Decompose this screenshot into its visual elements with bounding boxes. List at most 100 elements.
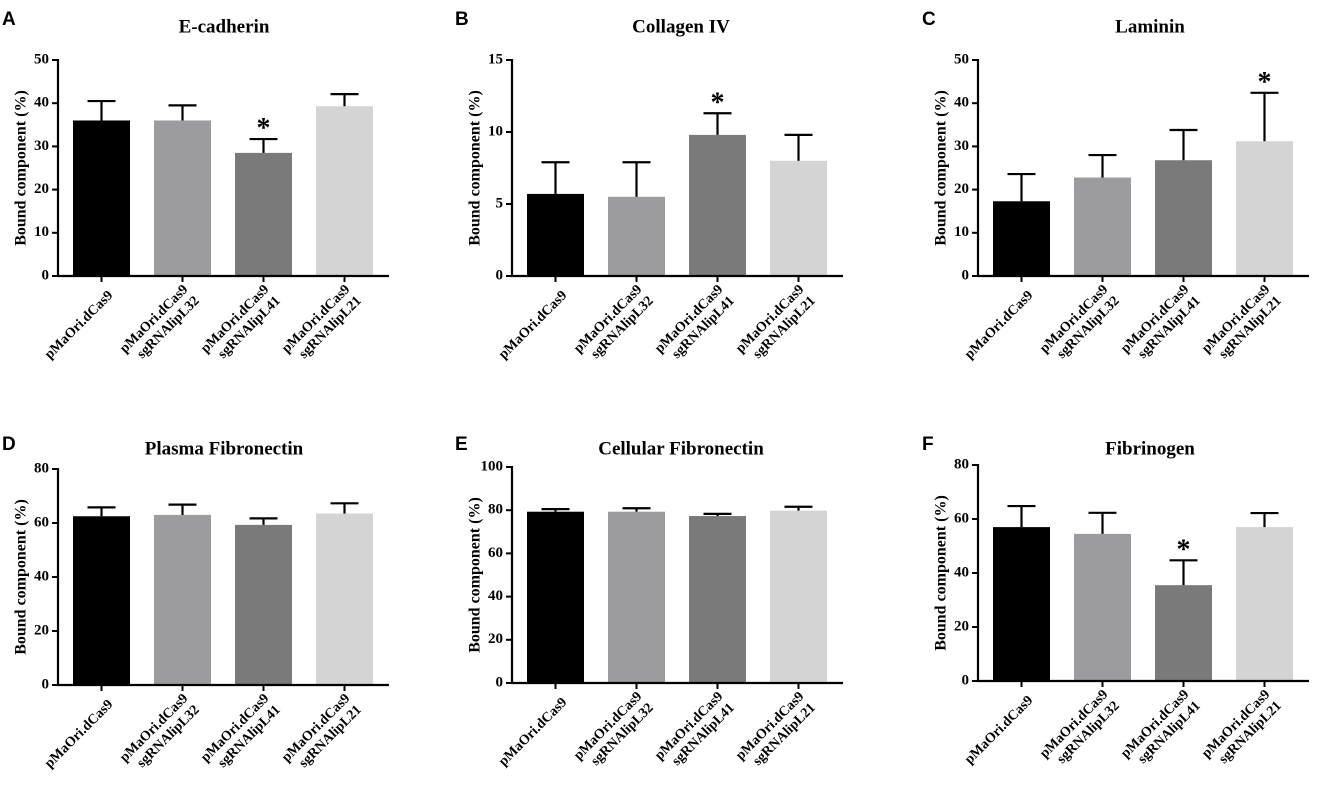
panel-letter: F [922, 434, 934, 455]
x-tick-label: pMaOri.dCas9 [962, 693, 1036, 767]
y-tick-label: 10 [954, 224, 969, 240]
bar [316, 106, 373, 276]
chart-title: Laminin [1115, 16, 1185, 37]
x-tick-label: pMaOri.dCas9sgRNAlipL32 [1037, 687, 1123, 773]
y-tick-label: 40 [954, 95, 969, 111]
bar [1236, 141, 1293, 276]
panel-letter: E [455, 434, 468, 455]
y-tick-label: 0 [962, 672, 970, 688]
y-tick-label: 80 [34, 460, 49, 476]
x-tick-label: pMaOri.dCas9sgRNAlipL41 [652, 689, 738, 775]
x-tick-label: pMaOri.dCas9sgRNAlipL21 [1199, 282, 1285, 368]
x-tick-label: pMaOri.dCas9sgRNAlipL21 [1199, 687, 1285, 773]
significance-marker: * [711, 87, 725, 118]
bar [527, 511, 584, 683]
panel-letter: B [455, 9, 469, 30]
y-tick-label: 30 [34, 138, 49, 154]
y-tick-label: 40 [34, 95, 49, 111]
significance-marker: * [257, 113, 271, 144]
x-tick-label: pMaOri.dCas9 [962, 288, 1036, 362]
panel-letter: A [2, 9, 16, 30]
y-tick-label: 0 [42, 267, 50, 283]
bar [316, 513, 373, 685]
panel-letter: D [2, 434, 16, 455]
x-tick-label: pMaOri.dCas9sgRNAlipL32 [117, 282, 203, 368]
chart-title: Fibrinogen [1105, 438, 1195, 459]
x-tick-label: pMaOri.dCas9sgRNAlipL21 [733, 689, 819, 775]
panel-b: B Collagen IV Bound component (%) * 0 5 10 15 pM… [455, 9, 843, 368]
y-tick-label: 0 [496, 267, 504, 283]
y-axis-label: Bound component (%) [933, 495, 950, 651]
y-tick-label: 40 [954, 564, 969, 580]
y-tick-label: 0 [42, 676, 50, 692]
chart-title: Collagen IV [632, 16, 730, 37]
bar [1074, 533, 1131, 681]
y-tick-label: 40 [34, 568, 49, 584]
bar [235, 524, 292, 685]
x-tick-label: pMaOri.dCas9sgRNAlipL21 [733, 282, 819, 368]
y-tick-label: 20 [954, 181, 969, 197]
x-tick-label: pMaOri.dCas9sgRNAlipL41 [198, 282, 284, 368]
x-tick-label: pMaOri.dCas9sgRNAlipL21 [279, 282, 365, 368]
x-tick-label: pMaOri.dCas9 [496, 288, 570, 362]
y-tick-label: 50 [954, 51, 969, 67]
y-axis-label: Bound component (%) [467, 497, 484, 653]
y-tick-label: 30 [954, 138, 969, 154]
x-tick-label: pMaOri.dCas9 [42, 697, 116, 771]
x-tick-label: pMaOri.dCas9sgRNAlipL41 [652, 282, 738, 368]
x-tick-label: pMaOri.dCas9sgRNAlipL21 [279, 691, 365, 777]
y-tick-label: 15 [488, 51, 503, 67]
x-tick-label: pMaOri.dCas9sgRNAlipL32 [571, 282, 657, 368]
bar [770, 510, 827, 683]
y-tick-label: 50 [34, 51, 49, 67]
x-tick-label: pMaOri.dCas9 [496, 695, 570, 769]
bar [1155, 160, 1212, 276]
y-tick-label: 60 [488, 545, 503, 561]
panel-c: C Laminin Bound component (%) * 0 10 20 30 40 50 p… [922, 9, 1309, 368]
significance-marker: * [1258, 67, 1272, 98]
bar [608, 511, 665, 683]
y-tick-label: 80 [488, 502, 503, 518]
x-tick-label: pMaOri.dCas9sgRNAlipL32 [571, 689, 657, 775]
bar [1074, 177, 1131, 276]
panel-a: A E-cadherin Bound component (%) * 0 10 20 30 40… [2, 9, 389, 368]
y-tick-label: 20 [488, 631, 503, 647]
x-tick-label: pMaOri.dCas9sgRNAlipL32 [1037, 282, 1123, 368]
bar [770, 160, 827, 276]
x-tick-label: pMaOri.dCas9sgRNAlipL41 [198, 691, 284, 777]
x-tick-label: pMaOri.dCas9sgRNAlipL41 [1118, 282, 1204, 368]
y-axis-label: Bound component (%) [467, 90, 484, 246]
bar [689, 134, 746, 276]
panel-d: D Plasma Fibronectin Bound component (%) 0 2… [2, 434, 389, 777]
bar [154, 514, 211, 685]
y-axis-label: Bound component (%) [933, 90, 950, 246]
y-tick-label: 80 [954, 456, 969, 472]
y-tick-label: 10 [488, 123, 503, 139]
bar [73, 120, 130, 276]
bar [993, 527, 1050, 681]
bar [154, 120, 211, 276]
y-tick-label: 40 [488, 588, 503, 604]
significance-marker: * [1177, 534, 1191, 565]
y-tick-label: 60 [34, 514, 49, 530]
y-tick-label: 0 [962, 267, 970, 283]
chart-title: Cellular Fibronectin [598, 438, 764, 459]
chart-title: Plasma Fibronectin [145, 438, 304, 459]
y-tick-label: 20 [954, 618, 969, 634]
y-tick-label: 20 [34, 622, 49, 638]
bar [1236, 527, 1293, 681]
y-axis-label: Bound component (%) [13, 90, 30, 246]
y-tick-label: 100 [481, 458, 504, 474]
y-tick-label: 10 [34, 224, 49, 240]
y-tick-label: 0 [496, 674, 504, 690]
panel-e: E Cellular Fibronectin Bound component (%)… [455, 434, 843, 775]
y-tick-label: 20 [34, 181, 49, 197]
y-tick-label: 5 [496, 195, 504, 211]
bar [1155, 585, 1212, 681]
bar [527, 193, 584, 276]
x-tick-label: pMaOri.dCas9sgRNAlipL41 [1118, 687, 1204, 773]
bar [608, 196, 665, 276]
x-tick-label: pMaOri.dCas9sgRNAlipL32 [117, 691, 203, 777]
panel-f: F Fibrinogen Bound component (%) * 0 20 40 60 80… [922, 434, 1309, 773]
